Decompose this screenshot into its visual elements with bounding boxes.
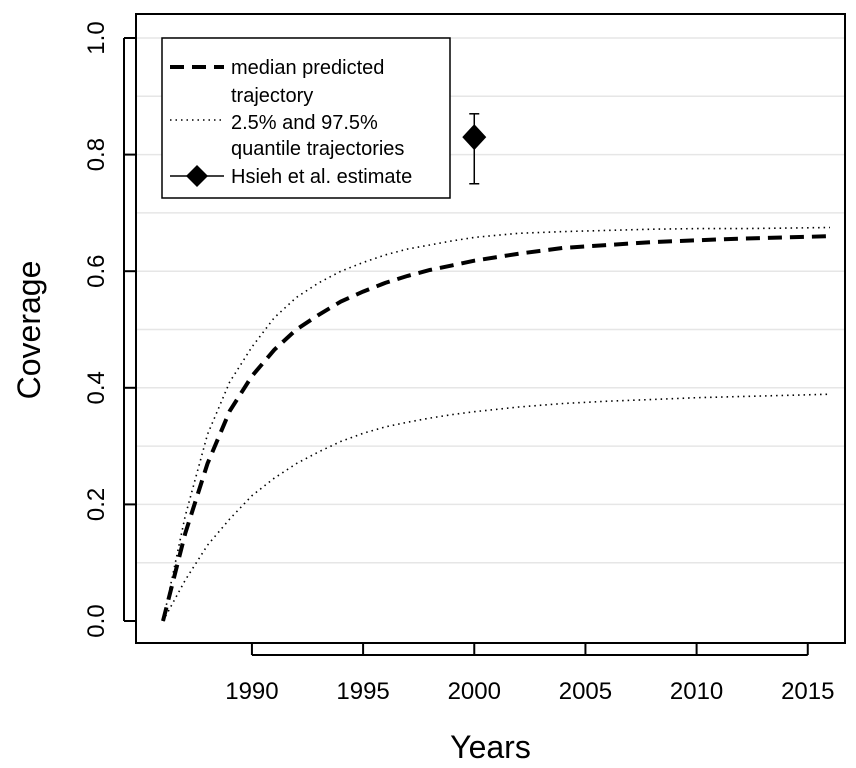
y-tick-label: 0.8 [83,138,110,171]
x-tick-label: 2010 [670,678,723,705]
legend: median predicted trajectory 2.5% and 97.5%… [161,37,451,199]
plot-frame [135,13,846,644]
y-axis: 0.0 0.2 0.4 0.6 0.8 1.0 [83,21,136,638]
x-tick-label: 1995 [336,678,389,705]
x-axis: 1990 1995 2000 2005 2010 2015 [225,643,834,705]
legend-box [161,37,451,199]
y-tick-label: 1.0 [83,21,110,54]
legend-label-line: trajectory [231,85,313,107]
x-tick-label: 1990 [225,678,278,705]
y-tick-label: 0.6 [83,255,110,288]
y-axis-title: Coverage [11,261,47,400]
legend-label-line: Hsieh et al. estimate [231,166,412,188]
legend-label-line: quantile trajectories [231,138,404,160]
x-axis-title: Years [450,729,531,765]
series-group [161,226,831,622]
legend-label-line: 2.5% and 97.5% [231,112,378,134]
estimate-group [462,113,487,185]
estimate-diamond [462,124,487,151]
y-tick-label: 0.0 [83,604,110,637]
legend-label-line: median predicted [231,57,384,79]
legend-symbol-diamond [186,165,208,187]
x-tick-label: 2015 [781,678,834,705]
x-tick-label: 2000 [448,678,501,705]
median-trajectory-line [161,234,831,622]
quantile-trajectory-line [162,393,831,622]
gridlines [136,37,845,564]
y-tick-label: 0.2 [83,488,110,521]
quantile-trajectory-line [162,226,831,622]
x-tick-label: 2005 [559,678,612,705]
y-tick-label: 0.4 [83,371,110,404]
